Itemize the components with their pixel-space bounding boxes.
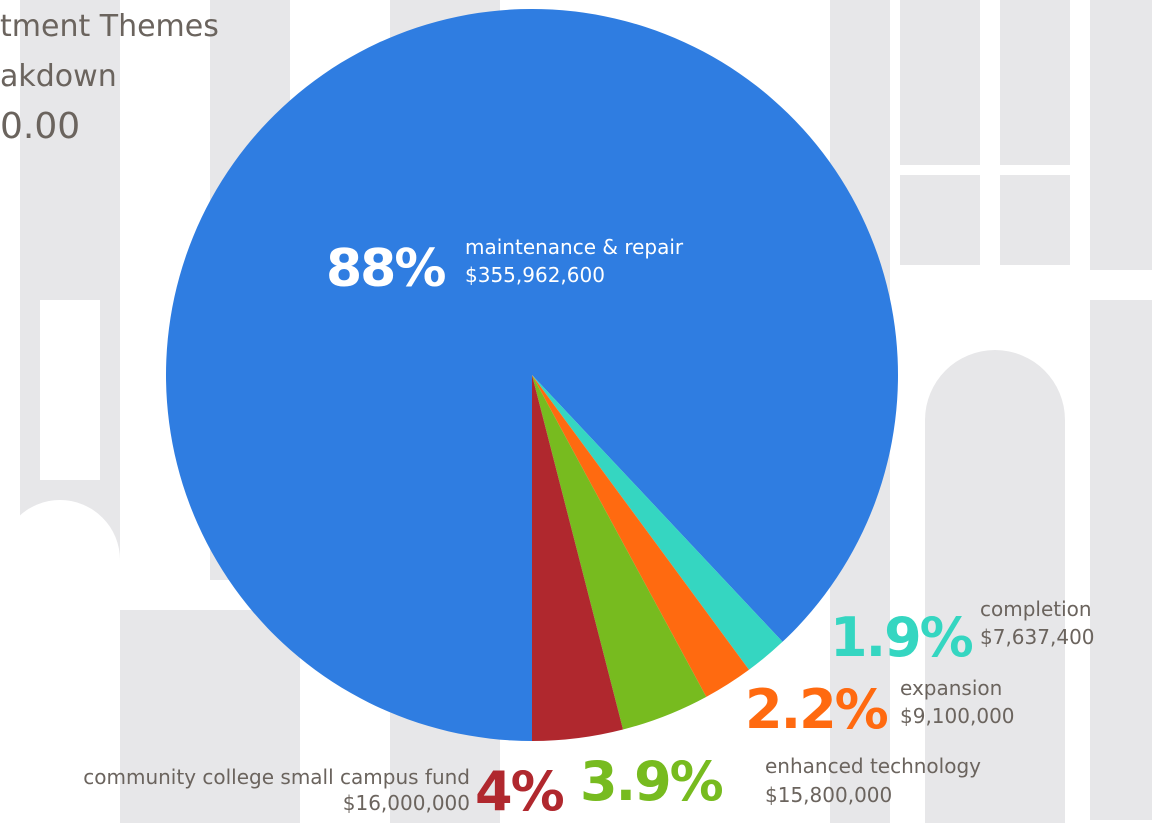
amount-label: $355,962,600 xyxy=(465,263,605,287)
pie-slice xyxy=(532,375,624,741)
amount-label: $7,637,400 xyxy=(980,625,1095,649)
percent-label: 2.2% xyxy=(745,678,888,741)
amount-label: $9,100,000 xyxy=(900,704,1015,728)
category-label: maintenance & repair xyxy=(465,235,684,259)
header-line: tment Themes xyxy=(0,9,219,44)
percent-label: 1.9% xyxy=(830,606,973,669)
pie-slice xyxy=(532,375,707,730)
header-line: 0.00 xyxy=(0,106,80,147)
percent-label: 4% xyxy=(475,760,564,823)
category-label: expansion xyxy=(900,676,1002,700)
header: tment Themes akdown 0.00 xyxy=(0,9,219,147)
pie-slice xyxy=(532,375,783,670)
category-label: completion xyxy=(980,597,1092,621)
amount-label: $15,800,000 xyxy=(765,783,892,807)
percent-label: 88% xyxy=(326,239,445,299)
pie-slice xyxy=(532,375,749,697)
labels: 88% maintenance & repair $355,962,600 1.9% c… xyxy=(83,235,1094,823)
percent-label: 3.9% xyxy=(580,750,723,813)
amount-label: $16,000,000 xyxy=(343,791,470,815)
category-label: enhanced technology xyxy=(765,754,981,778)
pie xyxy=(166,8,898,741)
header-line: akdown xyxy=(0,59,117,94)
pie-slice xyxy=(166,8,898,741)
category-label: community college small campus fund xyxy=(83,765,470,789)
